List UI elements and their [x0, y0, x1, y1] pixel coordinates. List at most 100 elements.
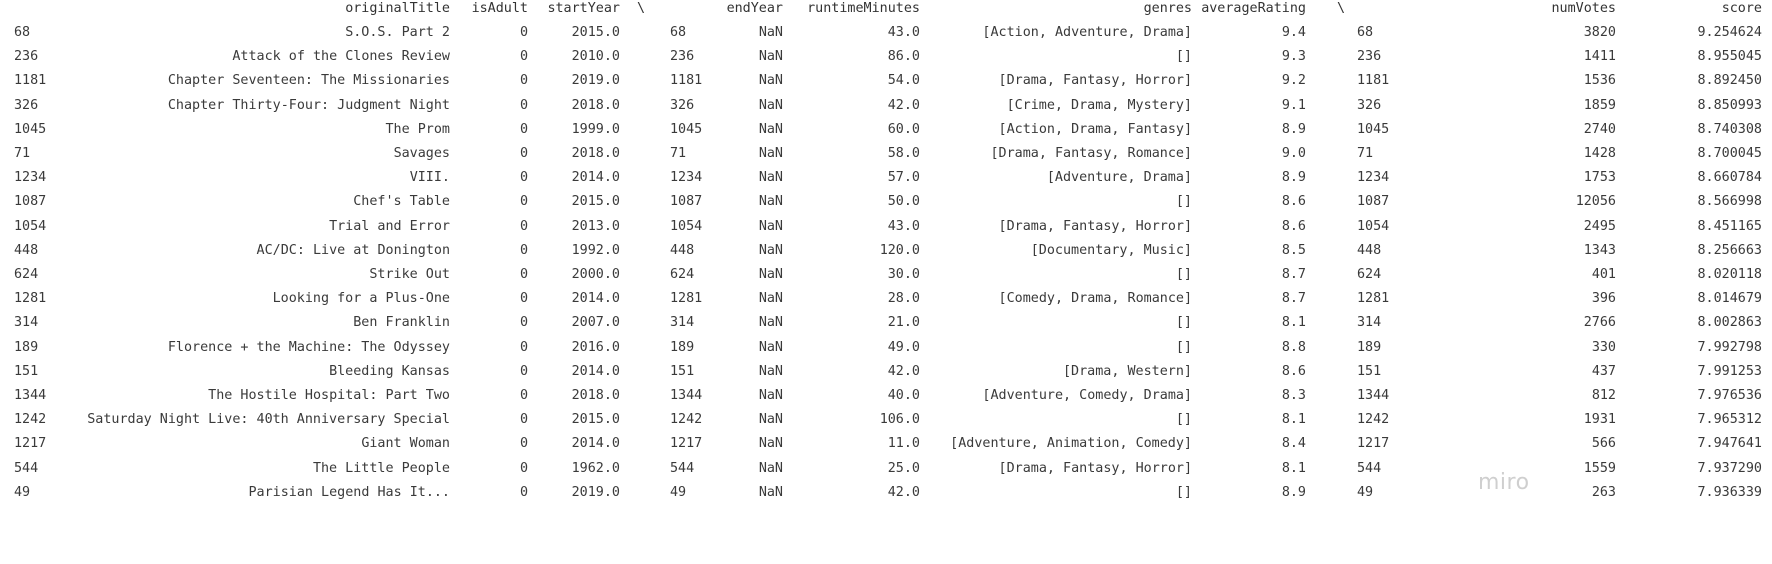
cell-end-year: NaN [758, 146, 783, 161]
cell-title: Ben Franklin [353, 315, 450, 331]
cell-num-votes: 1343 [1583, 242, 1616, 258]
cell-end-year: NaN [758, 194, 783, 210]
cell-num-votes: 401 [1591, 267, 1616, 282]
cell-rating: 8.9 [1281, 170, 1306, 186]
table-row: 71 Savages 0 2018.0 71 NaN 58.0 [Drama, Fantasy… [0, 142, 1772, 166]
cell-runtime: 106.0 [879, 412, 920, 428]
row-index-repeat: 151 [670, 363, 695, 379]
cell-start-year: 2000.0 [571, 267, 620, 282]
row-index: 544 [14, 460, 39, 476]
cell-end-year: NaN [758, 460, 783, 476]
table-row: 1234 VIII. 0 2014.0 1234 NaN 57.0 [Adventure, D… [0, 166, 1772, 190]
cell-is-adult: 0 [519, 49, 528, 65]
cell-start-year: 1999.0 [571, 121, 620, 137]
cell-genres: [] [1175, 339, 1192, 355]
cell-is-adult: 0 [519, 242, 528, 258]
cell-runtime: 86.0 [887, 49, 920, 65]
row-index-repeat: 1234 [1357, 170, 1390, 186]
row-index-repeat: 68 [1357, 25, 1374, 40]
cell-end-year: NaN [758, 121, 783, 137]
row-index-repeat: 71 [1357, 146, 1374, 161]
cell-genres: [Adventure, Drama] [1046, 170, 1192, 186]
cell-num-votes: 1931 [1583, 412, 1616, 428]
cell-title: VIII. [409, 170, 450, 186]
cell-genres: [Drama, Western] [1063, 363, 1192, 379]
row-index-repeat: 189 [670, 339, 695, 355]
row-index: 1242 [14, 412, 47, 428]
table-row: 1217 Giant Woman 0 2014.0 1217 NaN 11.0 [Advent… [0, 432, 1772, 456]
cell-genres: [Adventure, Comedy, Drama] [982, 388, 1192, 403]
row-index-repeat: 151 [1357, 363, 1382, 379]
row-index-repeat: 326 [1357, 97, 1382, 113]
cell-start-year: 2018.0 [571, 146, 620, 161]
cell-rating: 8.7 [1281, 267, 1306, 282]
cell-title: Strike Out [369, 267, 450, 282]
cell-title: Saturday Night Live: 40th Anniversary Sp… [87, 412, 450, 428]
cell-score: 7.992798 [1697, 339, 1763, 355]
cell-title: S.O.S. Part 2 [345, 25, 450, 40]
cell-num-votes: 2766 [1583, 315, 1616, 331]
row-index-repeat: 314 [670, 315, 695, 331]
row-index: 1087 [14, 194, 47, 210]
cell-rating: 8.4 [1281, 436, 1306, 452]
cell-num-votes: 1411 [1583, 49, 1616, 65]
cell-rating: 8.6 [1281, 194, 1306, 210]
cell-rating: 9.1 [1281, 97, 1306, 113]
cell-rating: 8.9 [1281, 121, 1306, 137]
cell-is-adult: 0 [519, 436, 528, 452]
cell-rating: 8.6 [1281, 218, 1306, 234]
cell-rating: 9.4 [1281, 25, 1306, 40]
cell-is-adult: 0 [519, 412, 528, 428]
table-row: 1181 Chapter Seventeen: The Missionaries 0… [0, 69, 1772, 93]
cell-genres: [Adventure, Animation, Comedy] [950, 436, 1192, 452]
cell-genres: [Drama, Fantasy, Horror] [998, 460, 1192, 476]
cell-num-votes: 12056 [1575, 194, 1616, 210]
cell-runtime: 60.0 [887, 121, 920, 137]
cell-title: Chapter Seventeen: The Missionaries [167, 73, 450, 89]
cell-start-year: 2015.0 [571, 412, 620, 428]
row-index: 1234 [14, 170, 47, 186]
cell-is-adult: 0 [519, 170, 528, 186]
header-separator-2: \ [1337, 1, 1346, 16]
row-index-repeat: 1054 [670, 218, 703, 234]
cell-runtime: 43.0 [887, 218, 920, 234]
cell-start-year: 2015.0 [571, 25, 620, 40]
cell-start-year: 2010.0 [571, 49, 620, 65]
cell-genres: [] [1175, 194, 1192, 210]
cell-num-votes: 1859 [1583, 97, 1616, 113]
cell-title: The Prom [385, 121, 451, 137]
row-index: 68 [14, 25, 31, 40]
row-index-repeat: 1054 [1357, 218, 1390, 234]
cell-runtime: 21.0 [887, 315, 920, 331]
cell-genres: [Crime, Drama, Mystery] [1006, 97, 1192, 113]
row-index-repeat: 236 [670, 49, 695, 65]
cell-score: 7.976536 [1697, 388, 1763, 403]
table-row: 1045 The Prom 0 1999.0 1045 NaN 60.0 [Action, D… [0, 118, 1772, 142]
cell-runtime: 120.0 [879, 242, 920, 258]
cell-score: 9.254624 [1697, 25, 1763, 40]
cell-score: 8.014679 [1697, 291, 1763, 307]
table-row: 448 AC/DC: Live at Donington 0 1992.0 448 NaN… [0, 239, 1772, 263]
row-index-repeat: 544 [1357, 460, 1382, 476]
header-score: score [1721, 1, 1762, 16]
row-index-repeat: 189 [1357, 339, 1382, 355]
row-index-repeat: 236 [1357, 49, 1382, 65]
cell-genres: [Comedy, Drama, Romance] [998, 291, 1192, 307]
cell-end-year: NaN [758, 291, 783, 307]
table-row: 314 Ben Franklin 0 2007.0 314 NaN 21.0 [] 8.1 314… [0, 311, 1772, 335]
cell-num-votes: 1428 [1583, 146, 1616, 161]
row-index: 236 [14, 49, 39, 65]
cell-is-adult: 0 [519, 388, 528, 403]
cell-end-year: NaN [758, 315, 783, 331]
cell-start-year: 2014.0 [571, 170, 620, 186]
row-index-repeat: 1087 [670, 194, 703, 210]
row-index: 1344 [14, 388, 47, 403]
row-index-repeat: 71 [670, 146, 687, 161]
cell-rating: 8.8 [1281, 339, 1306, 355]
cell-title: Savages [393, 146, 450, 161]
header-endYear: endYear [726, 1, 783, 16]
row-index-repeat: 1181 [1357, 73, 1390, 89]
cell-title: AC/DC: Live at Donington [256, 242, 450, 258]
cell-title: Parisian Legend Has It... [248, 484, 450, 500]
row-index: 326 [14, 97, 39, 113]
